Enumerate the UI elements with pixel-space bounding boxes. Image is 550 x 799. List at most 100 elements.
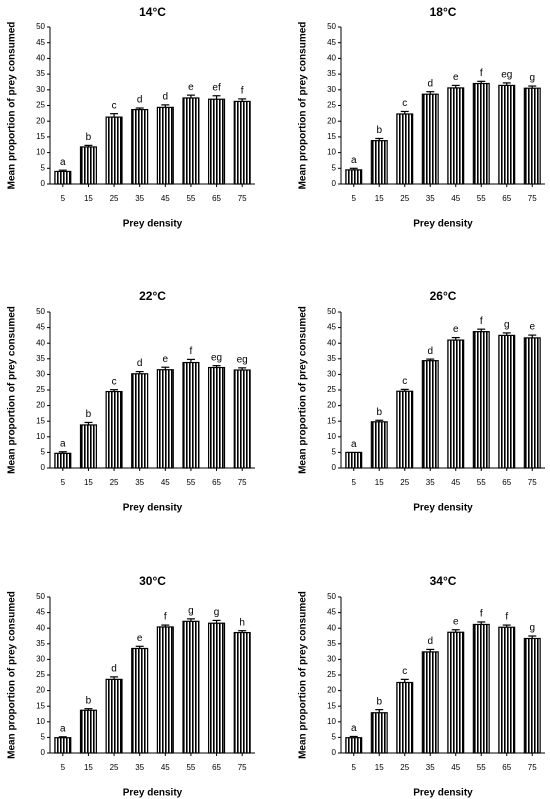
x-tick-label: 15 — [375, 763, 384, 772]
y-tick-label: 25 — [36, 670, 45, 679]
x-tick-label: 55 — [186, 763, 195, 772]
chart-title: 18°C — [430, 5, 457, 19]
significance-letter: f — [480, 316, 483, 327]
bar — [105, 116, 123, 185]
y-tick-label: 40 — [36, 54, 45, 63]
significance-letter: f — [190, 346, 193, 357]
bar — [156, 369, 174, 469]
bar — [345, 737, 363, 754]
y-tick-label: 45 — [36, 38, 45, 47]
significance-letter: g — [214, 607, 220, 618]
x-tick-label: 5 — [352, 478, 357, 487]
x-axis-title: Prey density — [123, 788, 183, 799]
bar — [370, 421, 388, 469]
x-tick-label: 75 — [528, 478, 537, 487]
x-tick-label: 25 — [400, 194, 409, 203]
y-axis-title: Mean proportion of prey consumed — [298, 22, 309, 190]
x-tick-label: 65 — [212, 478, 221, 487]
y-tick-label: 50 — [36, 22, 45, 31]
significance-letter: d — [163, 92, 169, 103]
significance-letter: c — [402, 98, 407, 109]
significance-letter: eg — [211, 352, 222, 363]
bar — [105, 678, 123, 754]
y-tick-label: 0 — [332, 179, 337, 188]
x-tick-label: 55 — [186, 194, 195, 203]
significance-letter: d — [137, 358, 143, 369]
y-tick-label: 25 — [36, 101, 45, 110]
chart-title: 22°C — [139, 289, 166, 303]
x-tick-label: 55 — [477, 478, 486, 487]
y-tick-label: 15 — [327, 701, 336, 710]
x-tick-label: 35 — [426, 478, 435, 487]
y-tick-label: 0 — [41, 748, 46, 757]
chart-panel: 18°C 0 5 10 15 20 25 30 35 40 45 50 Mean proportion … — [298, 5, 545, 230]
bar — [208, 622, 226, 754]
y-tick-label: 5 — [41, 733, 46, 742]
y-tick-label: 5 — [332, 163, 337, 172]
chart-title: 26°C — [430, 289, 457, 303]
bar — [421, 360, 439, 469]
y-tick-label: 50 — [36, 307, 45, 316]
bar — [472, 331, 490, 469]
significance-letter: c — [402, 666, 407, 677]
significance-letter: e — [453, 616, 459, 627]
x-tick-label: 15 — [84, 763, 93, 772]
x-tick-label: 65 — [502, 194, 511, 203]
y-tick-label: 25 — [327, 385, 336, 394]
x-tick-label: 45 — [451, 478, 460, 487]
bar — [182, 620, 200, 754]
y-tick-label: 30 — [36, 85, 45, 94]
x-tick-label: 5 — [61, 478, 66, 487]
y-tick-label: 30 — [327, 370, 336, 379]
x-tick-label: 45 — [161, 478, 170, 487]
significance-letter: g — [529, 73, 535, 84]
y-tick-label: 30 — [36, 655, 45, 664]
significance-letter: h — [239, 617, 245, 628]
y-tick-label: 5 — [41, 448, 46, 457]
y-tick-label: 20 — [36, 686, 45, 695]
y-tick-label: 15 — [36, 701, 45, 710]
y-tick-label: 35 — [327, 354, 336, 363]
chart-panel: 26°C 0 5 10 15 20 25 30 35 40 45 50 Mean proportion … — [298, 289, 545, 514]
x-tick-label: 25 — [110, 194, 119, 203]
bar — [370, 712, 388, 754]
significance-letter: e — [453, 72, 459, 83]
y-tick-label: 10 — [36, 148, 45, 157]
y-tick-label: 40 — [327, 54, 336, 63]
y-tick-label: 45 — [327, 608, 336, 617]
x-tick-label: 5 — [61, 194, 66, 203]
bar — [523, 337, 541, 469]
x-tick-label: 65 — [502, 478, 511, 487]
significance-letter: f — [505, 612, 508, 623]
significance-letter: b — [86, 695, 92, 706]
x-tick-label: 25 — [400, 763, 409, 772]
significance-letter: g — [529, 623, 535, 634]
x-tick-label: 55 — [477, 194, 486, 203]
chart-title: 34°C — [430, 574, 457, 588]
y-tick-label: 35 — [36, 639, 45, 648]
y-tick-label: 35 — [36, 354, 45, 363]
x-axis-title: Prey density — [413, 503, 473, 514]
y-tick-label: 40 — [327, 623, 336, 632]
bar — [396, 681, 414, 754]
x-axis-title: Prey density — [123, 219, 183, 230]
x-tick-label: 35 — [135, 763, 144, 772]
x-tick-label: 45 — [451, 763, 460, 772]
significance-letter: d — [427, 78, 433, 89]
significance-letter: b — [376, 125, 382, 136]
significance-letter: a — [351, 155, 357, 166]
y-tick-label: 25 — [36, 385, 45, 394]
bar — [523, 637, 541, 754]
chart-title: 30°C — [139, 574, 166, 588]
y-tick-label: 45 — [327, 323, 336, 332]
bar — [54, 737, 72, 754]
x-tick-label: 55 — [186, 478, 195, 487]
significance-letter: f — [480, 609, 483, 620]
y-tick-label: 35 — [327, 639, 336, 648]
y-tick-label: 30 — [327, 85, 336, 94]
bar — [208, 366, 226, 469]
bar — [131, 647, 149, 754]
significance-letter: a — [351, 723, 357, 734]
significance-letter: a — [60, 723, 66, 734]
